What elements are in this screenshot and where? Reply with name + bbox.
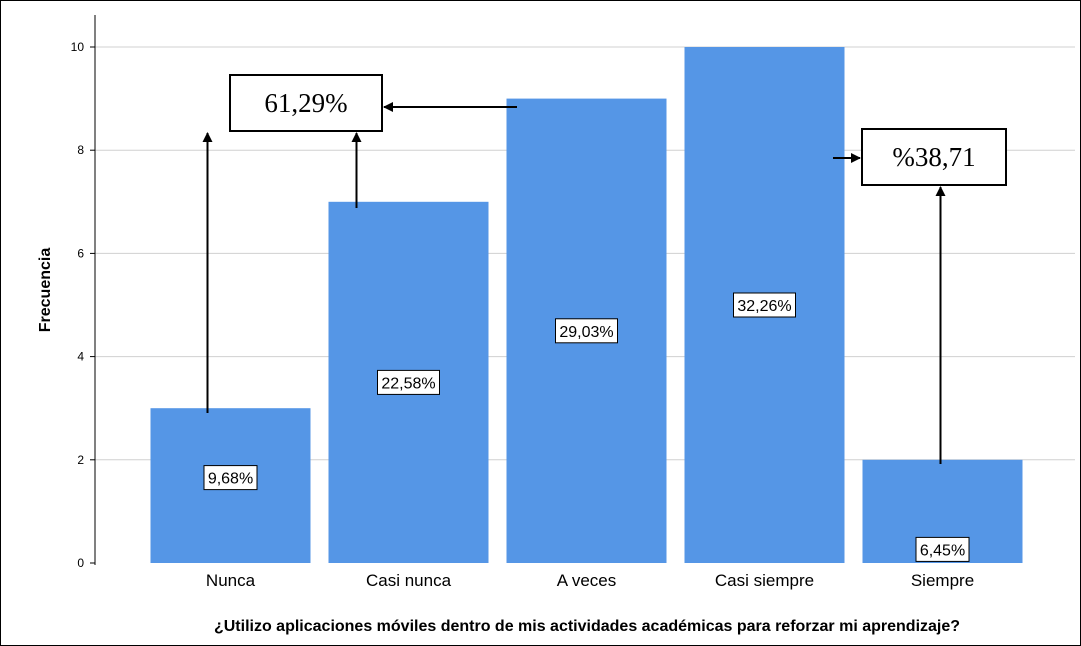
data-label-box xyxy=(377,369,440,395)
data-label: 6,45% xyxy=(920,542,965,559)
annotation-label: 61,29% xyxy=(264,88,347,118)
y-tick-label: 6 xyxy=(77,246,84,260)
x-tick-label: Casi nunca xyxy=(366,571,452,590)
y-tick-label: 2 xyxy=(77,453,84,467)
data-label: 22,58% xyxy=(381,375,435,392)
x-tick-labels: Nunca Casi nunca A veces Casi siempre Siempr… xyxy=(206,571,974,590)
annotation-label: %38,71 xyxy=(892,142,975,172)
data-label-box xyxy=(733,292,796,318)
x-tick-label: A veces xyxy=(557,571,617,590)
data-label-box xyxy=(555,318,618,344)
annotation-box xyxy=(861,128,1007,186)
y-tick-label: 4 xyxy=(77,350,84,364)
x-tick-label: Casi siempre xyxy=(715,571,814,590)
data-label: 29,03% xyxy=(559,324,613,341)
y-tick-label: 10 xyxy=(71,40,85,54)
data-label: 9,68% xyxy=(208,471,253,488)
y-tick-label: 0 xyxy=(77,556,84,570)
x-tick-label: Nunca xyxy=(206,571,256,590)
x-axis-title: ¿Utilizo aplicaciones móviles dentro de … xyxy=(214,618,960,635)
x-tick-label: Siempre xyxy=(911,571,974,590)
data-label-box xyxy=(203,465,258,491)
y-tick-labels: 0 2 4 6 8 10 xyxy=(71,40,95,570)
data-label: 32,26% xyxy=(737,298,791,315)
y-tick-label: 8 xyxy=(77,143,84,157)
data-label-box xyxy=(915,536,970,562)
y-axis-title: Frecuencia xyxy=(37,248,54,333)
data-labels: 9,68% 22,58% 29,03% 32,26% 6,45% xyxy=(203,292,970,562)
annotations: 61,29% %38,71 xyxy=(202,74,1007,464)
annotation-box xyxy=(229,74,383,132)
